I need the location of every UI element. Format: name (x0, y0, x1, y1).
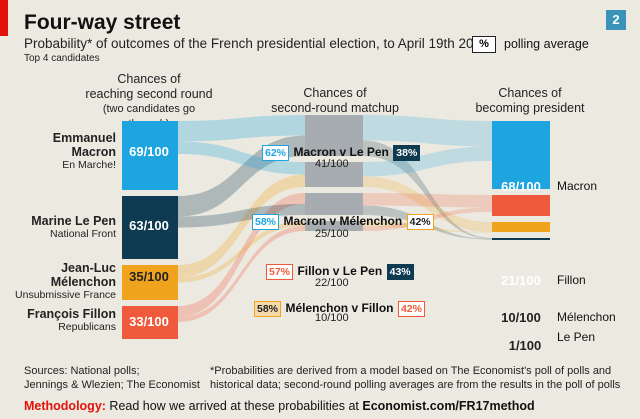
matchup-label: Mélenchon v Fillon (285, 301, 394, 315)
chart-title: Four-way street (24, 11, 181, 34)
footnote: *Probabilities are derived from a model … (210, 365, 621, 391)
matchup-melenchon-fillon: 58% Mélenchon v Fillon 42% (254, 299, 425, 317)
president-name: Le Pen (557, 330, 596, 344)
methodology-line: Methodology: Read how we arrived at thes… (24, 399, 535, 413)
flow-ribbon (178, 141, 305, 175)
flow-ribbon (363, 176, 492, 232)
matchup-prob: 25/100 (315, 228, 349, 240)
candidate-macron: Emmanuel Macron En Marche! (20, 131, 116, 171)
methodology-link[interactable]: Economist.com/FR17method (362, 399, 535, 413)
poll-pct: 58% (252, 214, 280, 230)
col3-heading-line2: becoming president (475, 101, 585, 115)
president-value-label: 1/100 (508, 338, 542, 353)
col2-heading: Chances of second-round matchup (255, 86, 415, 116)
first-round-bar (122, 196, 178, 259)
red-accent-bar (0, 0, 8, 36)
sources-note: Sources: National polls; Jennings & Wlez… (24, 364, 200, 392)
bar-value-label: 35/100 (129, 269, 169, 284)
matchup-fillon-lepen: 57% Fillon v Le Pen 43% (266, 262, 414, 280)
president-bar (492, 238, 550, 240)
first-round-bar (122, 306, 178, 339)
bar-group (122, 115, 550, 339)
flow-ribbon (363, 115, 492, 147)
matchup-prob: 22/100 (315, 277, 349, 289)
candidate-name: François Fillon (27, 307, 116, 321)
col2-heading-line1: Chances of (303, 86, 367, 100)
president-name: Fillon (557, 273, 586, 287)
matchup-bar (305, 221, 363, 231)
flow-ribbon (178, 115, 305, 142)
candidate-party: Republicans (58, 321, 116, 333)
bar-value-label: 33/100 (129, 314, 169, 329)
col1-heading-line1: Chances of (117, 72, 181, 86)
candidate-name: Macron (71, 145, 116, 159)
president-bar (492, 121, 550, 189)
matchup-prob: 41/100 (315, 158, 349, 170)
poll-pct: 42% (406, 214, 434, 230)
methodology-text: Read how we arrived at these probabiliti… (109, 399, 359, 413)
candidate-name: Emmanuel (52, 131, 116, 145)
president-value-label: 10/100 (501, 310, 541, 325)
first-round-bar (122, 265, 178, 300)
president-value-label: 68/100 (501, 179, 541, 194)
chart-number-badge: 2 (606, 10, 626, 30)
col1-heading-line2: reaching second round (85, 87, 213, 101)
poll-pct: 42% (397, 301, 425, 317)
matchup-prob: 10/100 (315, 312, 349, 324)
matchup-bar (305, 115, 363, 156)
first-round-bar (122, 121, 178, 190)
flow-ribbon (178, 226, 305, 322)
president-name: Macron (557, 179, 598, 193)
methodology-label: Methodology: (24, 399, 106, 413)
candidate-name: Jean-Luc (61, 261, 116, 275)
candidate-fillon: François Fillon Republicans (10, 307, 116, 333)
bar-value-label: 69/100 (129, 144, 169, 159)
matchup-label: Fillon v Le Pen (297, 264, 383, 278)
sources-line: Jennings & Wlezien; The Economist (24, 379, 200, 391)
poll-pct: 62% (262, 145, 290, 161)
poll-pct: 38% (393, 145, 421, 161)
matchup-bar (305, 193, 363, 215)
candidate-party: En Marche! (62, 159, 116, 171)
matchup-macron-melenchon: 58% Macron v Mélenchon 42% (252, 212, 434, 230)
flow-ribbon (178, 174, 305, 278)
chart-subtitle: Probability* of outcomes of the French p… (24, 36, 489, 51)
matchup-bar (305, 162, 363, 187)
president-bar (492, 222, 550, 232)
flow-ribbon (363, 146, 492, 177)
poll-pct: 58% (254, 301, 282, 317)
candidate-lepen: Marine Le Pen National Front (20, 214, 116, 240)
matchup-label: Macron v Mélenchon (283, 214, 403, 228)
candidate-name: Marine Le Pen (31, 214, 116, 228)
flow-ribbon (363, 193, 492, 208)
flow-ribbon (178, 204, 305, 228)
president-name: Mélenchon (557, 310, 616, 324)
candidate-party: National Front (50, 228, 116, 240)
matchup-label: Macron v Le Pen (293, 145, 389, 159)
candidate-melenchon: Jean-Luc Mélenchon Unsubmissive France (10, 261, 116, 301)
candidate-party: Unsubmissive France (15, 289, 116, 301)
president-bar (492, 195, 550, 216)
poll-pct: 43% (386, 264, 414, 280)
chart-subnote: Top 4 candidates (24, 53, 100, 64)
flow-ribbon (178, 221, 305, 283)
poll-pct: 57% (266, 264, 294, 280)
sources-line: Sources: National polls; (24, 365, 140, 377)
col3-heading-line1: Chances of (498, 86, 562, 100)
legend-label: polling average (504, 37, 589, 51)
legend-symbol: % (472, 36, 496, 53)
flow-ribbon (363, 140, 492, 239)
flow-ribbon (178, 193, 305, 317)
bar-value-label: 63/100 (129, 218, 169, 233)
col3-heading: Chances of becoming president (460, 86, 600, 116)
president-value-label: 21/100 (501, 273, 541, 288)
col2-heading-line2: second-round matchup (271, 101, 399, 115)
candidate-name: Mélenchon (50, 275, 116, 289)
matchup-macron-lepen: 62% Macron v Le Pen 38% (262, 143, 421, 161)
